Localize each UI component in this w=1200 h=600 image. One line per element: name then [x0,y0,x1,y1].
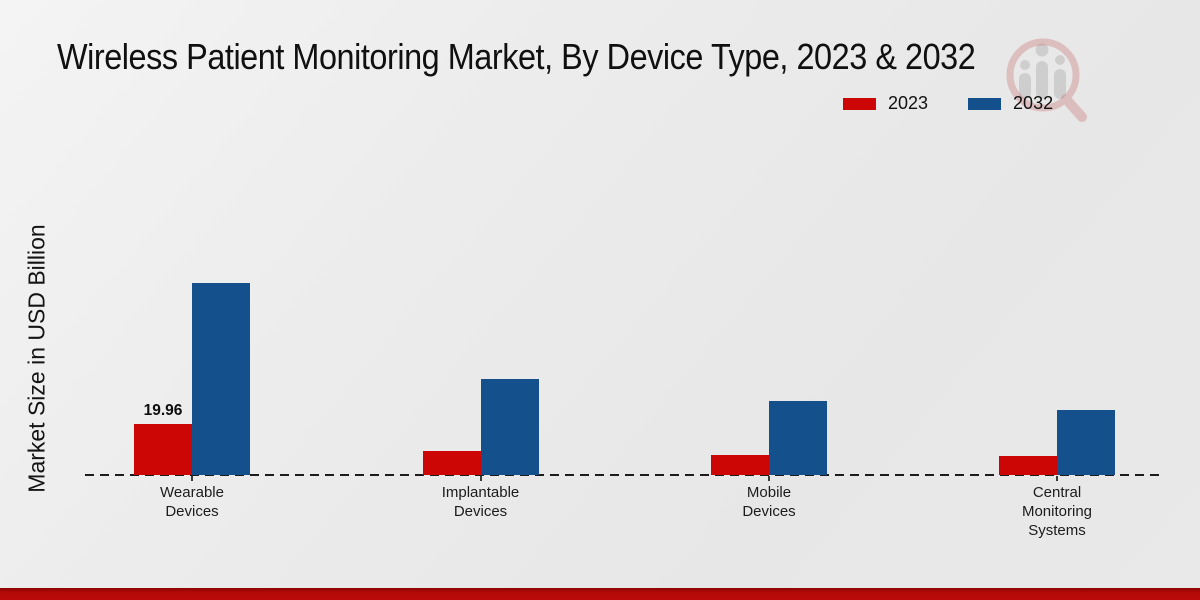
magnifier-bar-chart-watermark-icon [1006,38,1087,122]
category-label-mobile-devices: Mobile Devices [742,484,796,520]
footer-accent-bar [0,588,1200,600]
bar-value-label: 19.96 [143,402,183,419]
zero-baseline-dashed [85,474,1165,476]
category-label-central-monitoring-systems: Central Monitoring Systems [1021,484,1093,539]
legend-item-2032: 2032 [968,93,1053,114]
bar-2032-mobile-devices [769,401,827,475]
bar-2023-wearable-devices [134,424,192,475]
bar-2023-central-monitoring-systems [999,456,1057,475]
bar-2023-implantable-devices [422,451,481,475]
axis-tick [191,476,193,481]
axis-tick [768,476,770,481]
category-label-implantable-devices: Implantable Devices [441,484,520,520]
axis-tick [479,476,482,481]
bar-2032-central-monitoring-systems [1057,410,1115,475]
bar-2032-wearable-devices [192,283,250,475]
bar-2032-implantable-devices [480,379,539,475]
legend-label-2023: 2023 [888,93,929,113]
bar-2023-mobile-devices [711,455,769,475]
legend-swatch-2032 [968,97,1002,110]
axis-tick [1056,476,1058,481]
chart-title: Wireless Patient Monitoring Market, By D… [57,36,976,77]
legend-swatch-2023 [843,97,876,110]
legend-item-2023: 2023 [843,93,928,114]
category-label-wearable-devices: Wearable Devices [160,484,224,520]
legend-label-2032: 2032 [1013,93,1054,113]
legend: 2023 2032 [843,93,1053,114]
